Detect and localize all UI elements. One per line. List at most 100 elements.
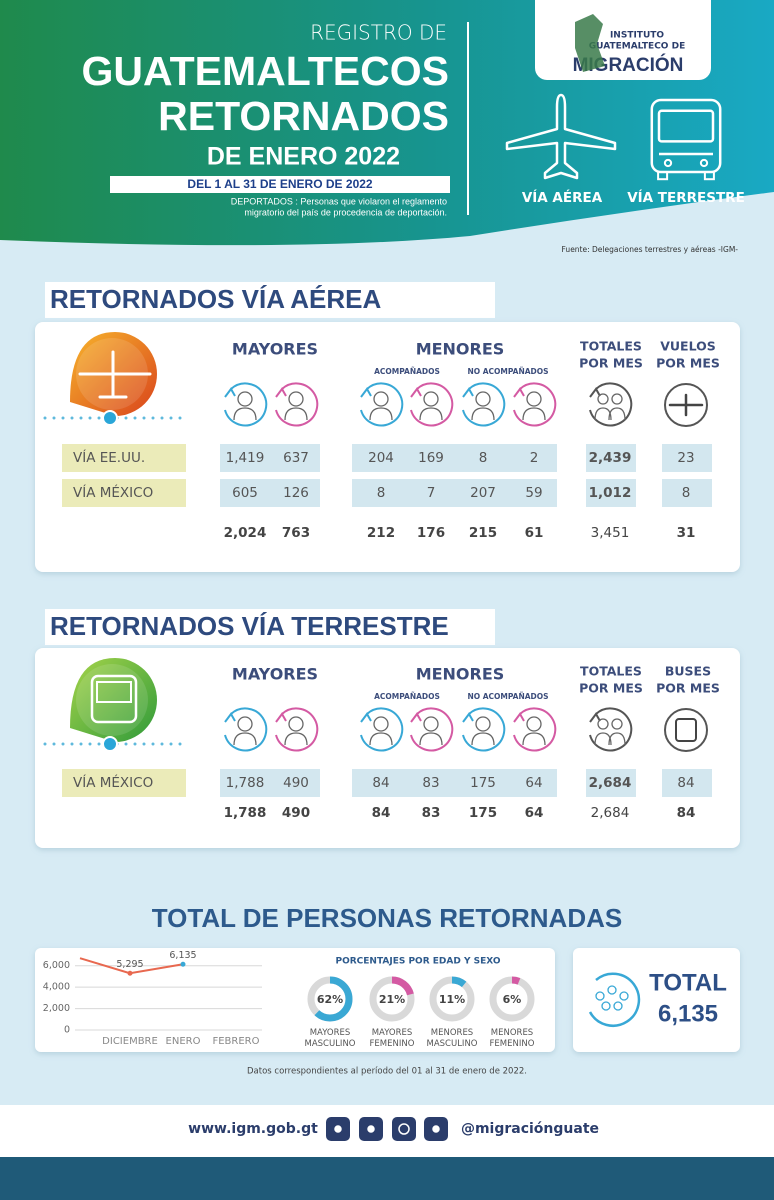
icon-arrow xyxy=(462,712,474,723)
dot-line xyxy=(88,416,92,420)
cell: 83 xyxy=(422,775,439,791)
dot-line xyxy=(52,742,56,746)
section-title-box xyxy=(45,282,495,318)
cell-box xyxy=(662,444,712,472)
icon-body xyxy=(284,407,308,421)
dot-line xyxy=(142,742,146,746)
total-cell: 3,451 xyxy=(591,525,630,541)
period: DEL 1 AL 31 DE ENERO DE 2022 xyxy=(187,177,373,191)
dot-line xyxy=(160,416,164,420)
cell: 207 xyxy=(470,485,496,501)
icon-ring xyxy=(275,382,319,427)
total-cell: 83 xyxy=(422,805,441,821)
cell: 64 xyxy=(525,775,542,791)
col-header: MENORES xyxy=(416,665,505,684)
social-glyph xyxy=(432,1125,440,1133)
icon-body xyxy=(419,732,443,746)
icon-body xyxy=(471,732,495,746)
dot-line xyxy=(52,416,56,420)
col-header: TOTALES xyxy=(580,664,642,679)
total-cell: 175 xyxy=(469,805,497,821)
cell: 2,439 xyxy=(589,450,632,466)
section-title-box xyxy=(45,609,495,645)
unit-ring xyxy=(664,708,708,752)
icon-body xyxy=(369,407,393,421)
dot-line xyxy=(70,742,74,746)
donut-category: MAYORES MASCULINO xyxy=(304,1028,356,1049)
donut-label: 62% xyxy=(317,993,343,1006)
subtitle: DE ENERO 2022 xyxy=(207,143,400,171)
cell: 1,788 xyxy=(226,775,265,791)
cell: 126 xyxy=(283,485,309,501)
icon-body xyxy=(419,407,443,421)
cell-box xyxy=(586,479,636,507)
pretitle: REGISTRO DE xyxy=(310,21,447,45)
footer-band xyxy=(0,1105,774,1157)
icon-ring xyxy=(224,382,268,427)
y-tick-label: 4,000 xyxy=(43,982,70,993)
icon-arrow xyxy=(360,712,372,723)
icon-head xyxy=(526,716,542,732)
x-tick-label: FEBRERO xyxy=(212,1036,259,1047)
total-ring xyxy=(588,972,641,1027)
col-header: MAYORES xyxy=(232,340,318,359)
total-person xyxy=(613,1001,623,1011)
col-header: BUSES xyxy=(665,664,711,679)
cell-box xyxy=(352,479,557,507)
dot-line xyxy=(43,416,47,420)
row-label-box xyxy=(62,444,186,472)
data-label: 5,295 xyxy=(116,959,143,970)
handle: @migraciónguate xyxy=(461,1121,599,1137)
icon-head xyxy=(288,391,304,407)
dot-line xyxy=(79,742,83,746)
cell-box xyxy=(220,444,320,472)
donut-arc xyxy=(489,976,535,1022)
col-header: POR MES xyxy=(579,681,643,696)
icon-ring xyxy=(360,382,404,427)
dot-line xyxy=(79,416,83,420)
icon-ring xyxy=(589,382,633,427)
logo-line: GUATEMALTECO DE xyxy=(589,42,685,52)
dot-line xyxy=(160,742,164,746)
icon-head xyxy=(288,716,304,732)
total-cell: 84 xyxy=(677,805,696,821)
data-label: 6,135 xyxy=(169,950,196,961)
title-line: RETORNADOS xyxy=(158,93,449,139)
icon-body xyxy=(471,407,495,421)
icon-ring xyxy=(224,707,268,752)
dot-line xyxy=(133,742,137,746)
total-cell: 2,684 xyxy=(591,805,630,821)
dot-line xyxy=(142,416,146,420)
dot-line xyxy=(151,416,155,420)
icon-arrow xyxy=(589,712,601,723)
col-header: MAYORES xyxy=(232,665,318,684)
total-cell: 176 xyxy=(417,525,445,541)
icon-arrow xyxy=(224,387,236,398)
badge-plane xyxy=(78,350,152,399)
icon-ring xyxy=(462,382,506,427)
cell: 7 xyxy=(427,485,436,501)
title-line: GUATEMALTECOS xyxy=(82,48,449,94)
cell-box xyxy=(586,769,636,797)
icon-arrow xyxy=(360,387,372,398)
icon-head xyxy=(475,716,491,732)
icon-arrow xyxy=(410,387,422,398)
cell: 2,684 xyxy=(589,775,632,791)
cell-box xyxy=(352,444,557,472)
mode-label: VÍA AÉREA xyxy=(522,189,603,206)
cell: 59 xyxy=(525,485,542,501)
donut-category: MAYORES FEMENINO xyxy=(369,1028,415,1049)
bus-icon xyxy=(650,98,722,174)
section-card xyxy=(35,648,740,848)
dot-line xyxy=(178,742,182,746)
icon-head xyxy=(597,718,609,730)
icon-head xyxy=(611,718,623,730)
col-header: TOTALES xyxy=(580,339,642,354)
icon-arrow xyxy=(275,387,287,398)
bus-wheel xyxy=(657,171,669,181)
total-person xyxy=(619,991,629,1001)
bus-light xyxy=(663,158,673,168)
dot-line xyxy=(70,416,74,420)
icon-arrow xyxy=(410,712,422,723)
